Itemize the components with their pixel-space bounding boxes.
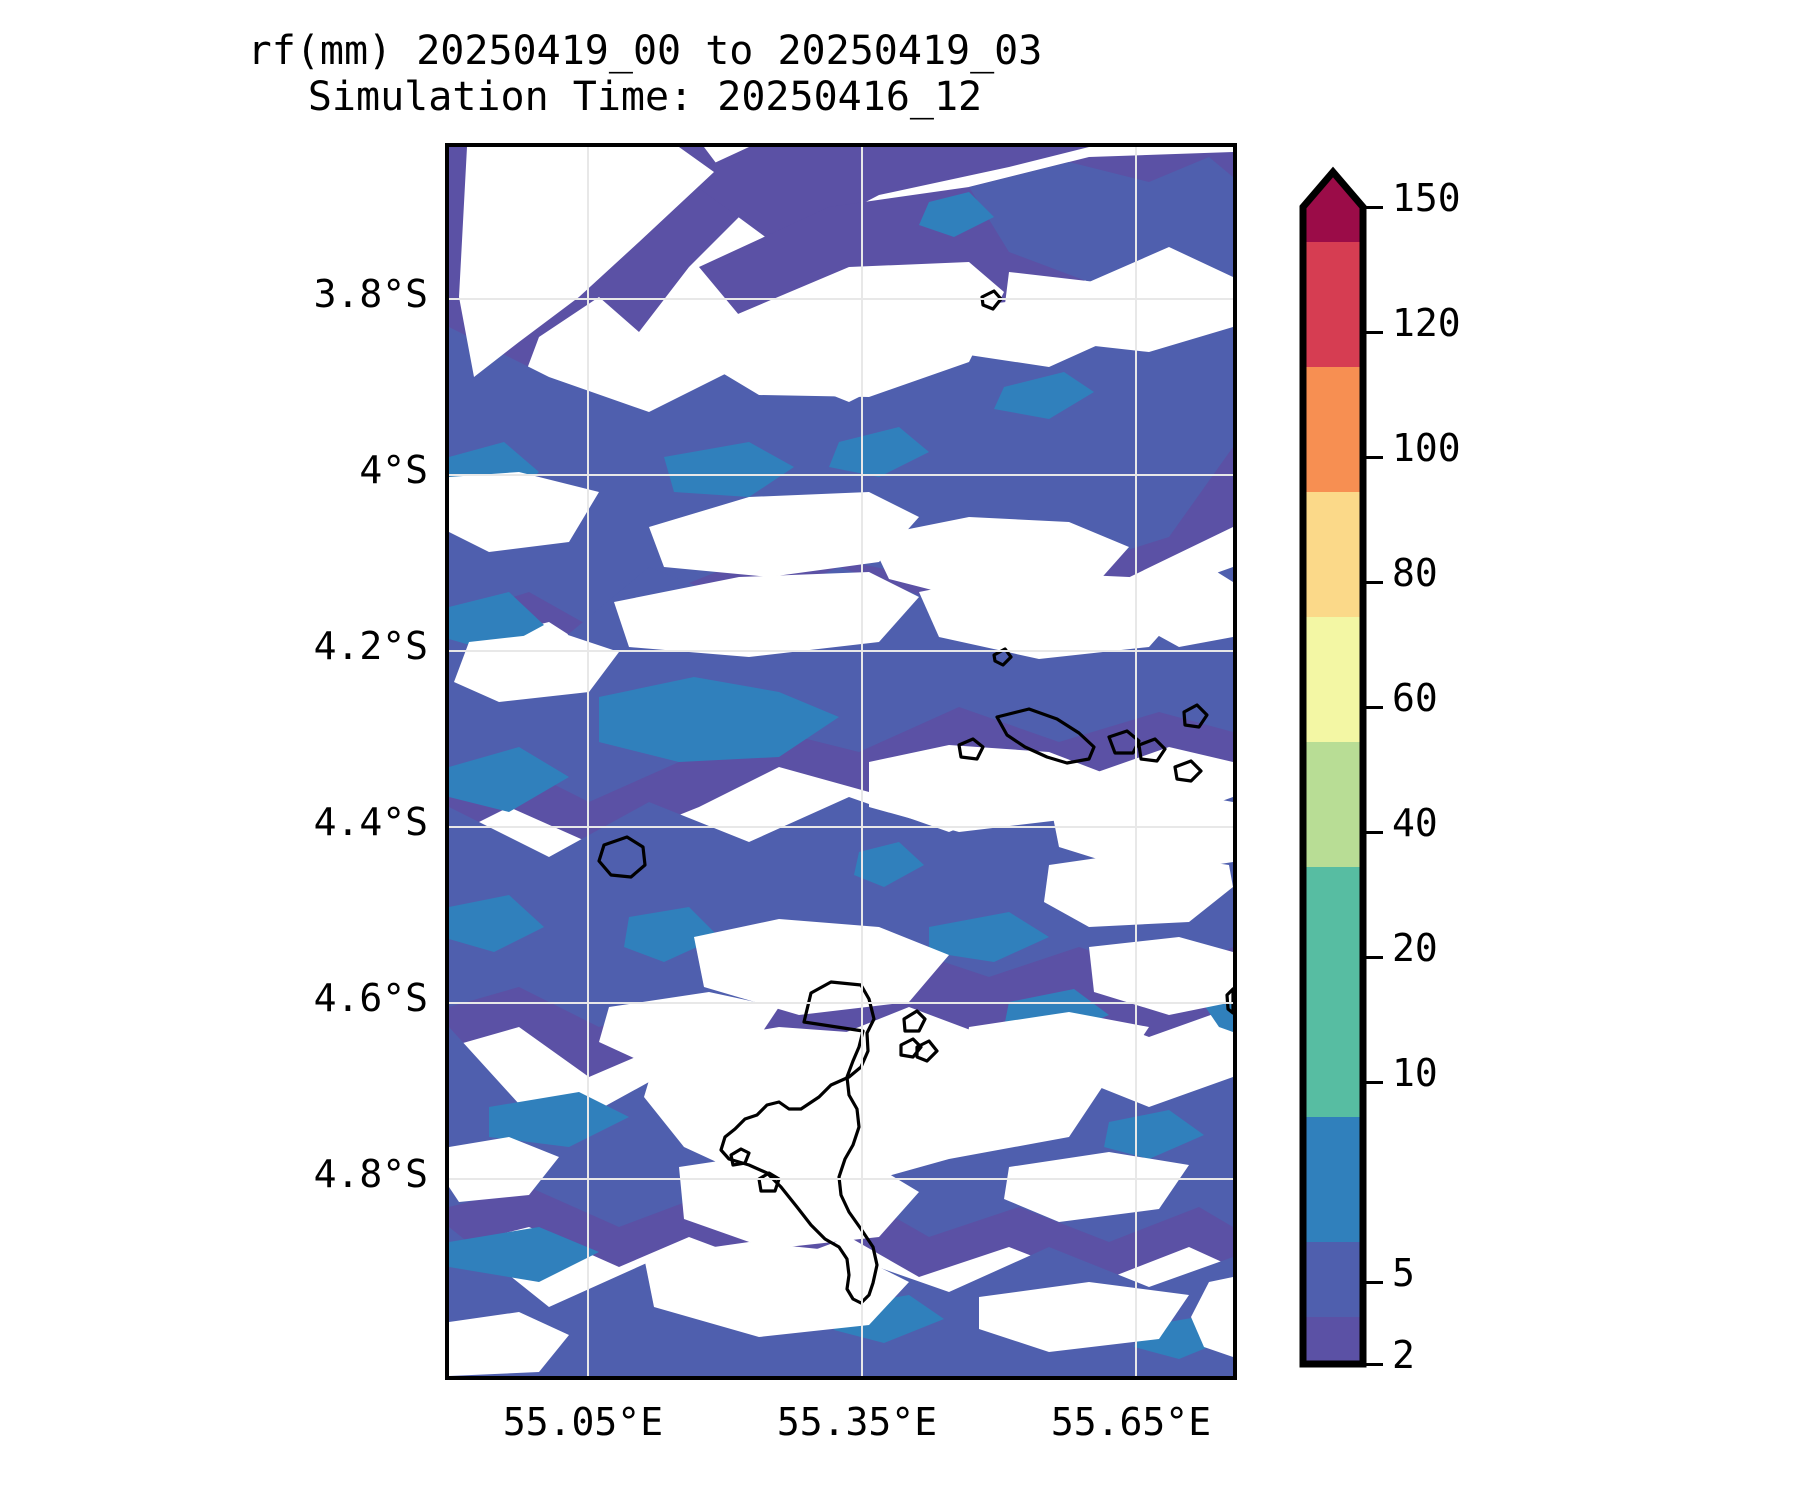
- colorbar-tick-label-4: 60: [1392, 676, 1438, 720]
- gridline-horizontal-4-4: [449, 826, 1233, 828]
- colorbar-tick-label-3: 80: [1392, 551, 1438, 595]
- gridline-vertical-55-05: [587, 147, 589, 1376]
- gridline-horizontal-4-8: [449, 1178, 1233, 1180]
- figure-title: rf(mm) 20250419_00 to 20250419_03 Simula…: [0, 28, 1290, 120]
- colorbar-tick-label-9: 2: [1392, 1333, 1415, 1377]
- title-line-1: rf(mm) 20250419_00 to 20250419_03: [247, 28, 1043, 74]
- gridline-horizontal-4-2: [449, 650, 1233, 652]
- colorbar-tick-label-6: 20: [1392, 926, 1438, 970]
- map-plot-area: [445, 143, 1237, 1380]
- y-axis-tick-label-1: 4°S: [359, 448, 428, 492]
- colorbar-tick-mark-100: [1361, 456, 1383, 459]
- colorbar-tick-label-8: 5: [1392, 1251, 1415, 1295]
- colorbar-gradient: [1299, 166, 1367, 1368]
- y-axis-tick-label-2: 4.2°S: [313, 624, 428, 668]
- gridline-horizontal-4-6: [449, 1002, 1233, 1004]
- colorbar-outline: [1299, 166, 1367, 1368]
- colorbar-tick-mark-40: [1361, 831, 1383, 834]
- rainfall-contour-field: [449, 147, 1233, 1376]
- title-line-2: Simulation Time: 20250416_12: [307, 74, 983, 120]
- colorbar-tick-mark-20: [1361, 956, 1383, 959]
- band-10-20mm: [449, 192, 1233, 1359]
- gridline-horizontal-3-8: [449, 298, 1233, 300]
- x-axis-tick-label-1: 55.35°E: [776, 1400, 938, 1444]
- colorbar-tick-label-7: 10: [1392, 1051, 1438, 1095]
- y-axis-tick-label-0: 3.8°S: [313, 272, 428, 316]
- gridline-vertical-55-65: [1135, 147, 1137, 1376]
- colorbar-tick-mark-120: [1361, 331, 1383, 334]
- colorbar-tick-mark-10: [1361, 1081, 1383, 1084]
- colorbar-tick-mark-80: [1361, 581, 1383, 584]
- gridline-vertical-55-35: [861, 147, 863, 1376]
- colorbar-tick-label-2: 100: [1392, 426, 1461, 470]
- y-axis-tick-label-3: 4.4°S: [313, 800, 428, 844]
- colorbar-tick-mark-5: [1361, 1281, 1383, 1284]
- x-axis-tick-label-0: 55.05°E: [502, 1400, 664, 1444]
- y-axis-tick-label-4: 4.6°S: [313, 976, 428, 1020]
- colorbar-tick-mark-150: [1361, 206, 1383, 209]
- gridline-horizontal-4-0: [449, 474, 1233, 476]
- colorbar-tick-label-1: 120: [1392, 301, 1461, 345]
- colorbar-tick-label-5: 40: [1392, 801, 1438, 845]
- colorbar-bands: [1303, 172, 1363, 1364]
- rainfall-colorbar[interactable]: [1299, 166, 1367, 1368]
- colorbar-tick-label-0: 150: [1392, 176, 1461, 220]
- colorbar-tick-mark-60: [1361, 706, 1383, 709]
- y-axis-tick-label-5: 4.8°S: [313, 1152, 428, 1196]
- map-contour-clip: [449, 147, 1233, 1376]
- x-axis-tick-label-2: 55.65°E: [1050, 1400, 1212, 1444]
- colorbar-tick-mark-2: [1361, 1363, 1383, 1366]
